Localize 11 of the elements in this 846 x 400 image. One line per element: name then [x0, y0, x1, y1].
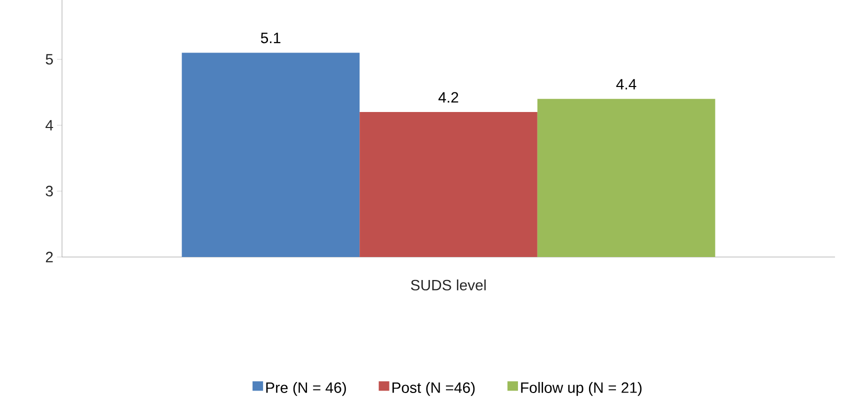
- legend-label: Pre (N = 46): [266, 382, 346, 396]
- y-tick-label: 3: [46, 186, 53, 196]
- y-tick-label: 2: [46, 252, 53, 262]
- y-tick-label: 4: [46, 120, 54, 130]
- x-tick-label: SUDS level: [410, 279, 486, 290]
- y-tick-label: 5: [46, 54, 53, 65]
- data-label: 5.1: [260, 32, 280, 44]
- legend-label: Post (N =46): [392, 382, 475, 396]
- legend-label: Follow up (N = 21): [521, 382, 642, 396]
- data-label: 4.2: [438, 92, 458, 103]
- data-label: 4.4: [616, 79, 636, 90]
